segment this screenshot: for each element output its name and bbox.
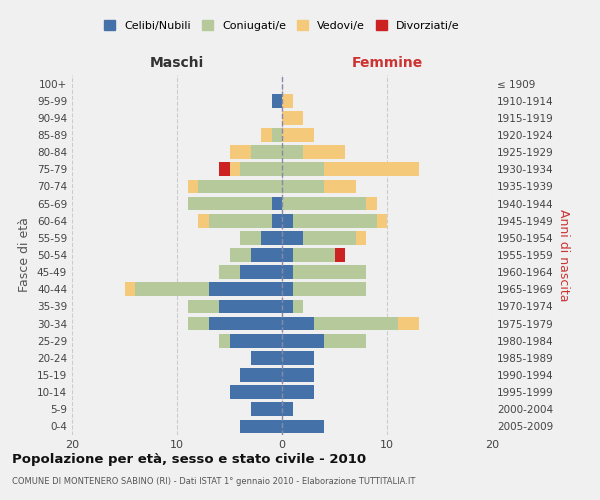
Bar [219, 334, 229, 347]
Bar [303, 231, 355, 244]
Bar [282, 128, 314, 142]
Bar [198, 180, 282, 194]
Bar [324, 180, 355, 194]
Bar [251, 248, 282, 262]
Bar [187, 316, 209, 330]
Bar [198, 214, 209, 228]
Bar [282, 316, 314, 330]
Bar [282, 146, 303, 159]
Bar [229, 334, 282, 347]
Bar [355, 231, 366, 244]
Bar [377, 214, 387, 228]
Bar [209, 282, 282, 296]
Bar [282, 386, 314, 399]
Bar [324, 162, 419, 176]
Text: Popolazione per età, sesso e stato civile - 2010: Popolazione per età, sesso e stato civil… [12, 452, 366, 466]
Bar [314, 316, 398, 330]
Bar [219, 300, 282, 314]
Bar [240, 368, 282, 382]
Bar [324, 334, 366, 347]
Bar [135, 282, 209, 296]
Bar [261, 128, 271, 142]
Bar [293, 248, 335, 262]
Bar [398, 316, 419, 330]
Bar [271, 94, 282, 108]
Bar [229, 146, 251, 159]
Bar [240, 420, 282, 434]
Bar [293, 266, 366, 279]
Bar [271, 214, 282, 228]
Text: COMUNE DI MONTENERO SABINO (RI) - Dati ISTAT 1° gennaio 2010 - Elaborazione TUTT: COMUNE DI MONTENERO SABINO (RI) - Dati I… [12, 478, 415, 486]
Bar [366, 196, 377, 210]
Bar [282, 351, 314, 364]
Bar [282, 402, 293, 416]
Bar [282, 334, 324, 347]
Bar [282, 231, 303, 244]
Bar [251, 146, 282, 159]
Bar [282, 214, 293, 228]
Bar [219, 266, 240, 279]
Bar [293, 214, 377, 228]
Bar [282, 282, 293, 296]
Bar [219, 162, 229, 176]
Bar [229, 248, 251, 262]
Bar [125, 282, 135, 296]
Bar [282, 111, 303, 124]
Bar [303, 146, 345, 159]
Bar [261, 231, 282, 244]
Bar [282, 196, 366, 210]
Bar [187, 196, 271, 210]
Bar [240, 266, 282, 279]
Legend: Celibi/Nubili, Coniugati/e, Vedovi/e, Divorziati/e: Celibi/Nubili, Coniugati/e, Vedovi/e, Di… [100, 16, 464, 36]
Text: Maschi: Maschi [150, 56, 204, 70]
Bar [240, 162, 282, 176]
Text: Femmine: Femmine [352, 56, 422, 70]
Bar [282, 300, 293, 314]
Y-axis label: Fasce di età: Fasce di età [19, 218, 31, 292]
Bar [187, 180, 198, 194]
Bar [187, 300, 219, 314]
Bar [240, 231, 261, 244]
Bar [271, 128, 282, 142]
Y-axis label: Anni di nascita: Anni di nascita [557, 209, 570, 301]
Bar [251, 402, 282, 416]
Bar [209, 214, 271, 228]
Bar [209, 316, 282, 330]
Bar [282, 180, 324, 194]
Bar [293, 300, 303, 314]
Bar [282, 368, 314, 382]
Bar [293, 282, 366, 296]
Bar [335, 248, 345, 262]
Bar [282, 420, 324, 434]
Bar [229, 162, 240, 176]
Bar [229, 386, 282, 399]
Bar [282, 162, 324, 176]
Bar [271, 196, 282, 210]
Bar [282, 266, 293, 279]
Bar [282, 94, 293, 108]
Bar [282, 248, 293, 262]
Bar [251, 351, 282, 364]
